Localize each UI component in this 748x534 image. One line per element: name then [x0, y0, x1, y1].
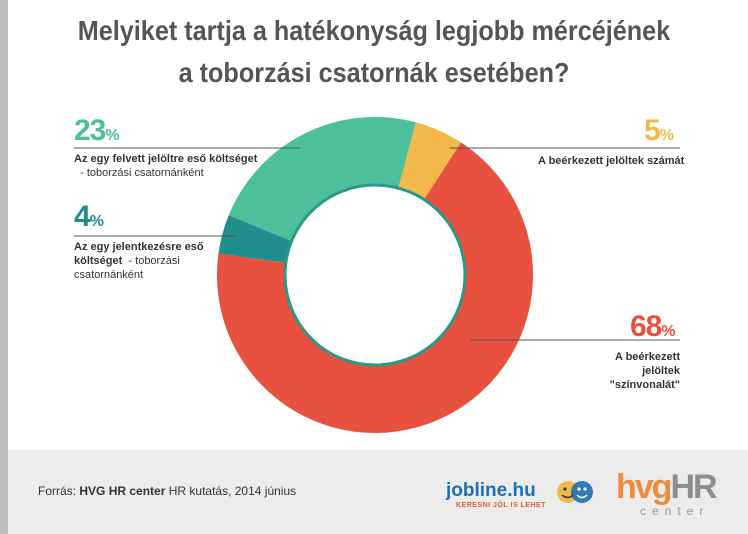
slice-4 — [218, 215, 292, 263]
pct-sign-4: % — [89, 213, 104, 230]
pct-value-68: 68 — [630, 310, 662, 343]
pct-value-4: 4 — [74, 200, 91, 233]
label-5-text: A beérkezett jelöltek számát — [538, 155, 685, 167]
left-edge-bar — [0, 0, 8, 534]
pct-sign-5: % — [659, 127, 674, 144]
label-4-rest: - toborzási csatornánként — [74, 255, 180, 281]
label-23-rest: - toborzási csatornánként — [80, 167, 204, 179]
label-23-bold: Az egy felvett jelöltre eső költséget — [74, 153, 258, 165]
source-rest: HR kutatás, 2014 június — [168, 484, 297, 498]
pct-value-23: 23 — [74, 114, 106, 147]
hvg-center-text: center — [640, 504, 710, 518]
pct-value-5: 5 — [644, 114, 661, 147]
hr-text: HR — [670, 468, 717, 506]
source-text: Forrás: HVG HR center HR kutatás, 2014 j… — [38, 484, 296, 498]
label-5: A beérkezett jelöltek számát — [538, 154, 684, 168]
source-prefix: Forrás: — [38, 484, 77, 498]
label-4-bold-2: költséget — [74, 255, 123, 267]
donut-hole — [283, 183, 467, 367]
slice-5 — [398, 122, 462, 200]
title-line-1: Melyiket tartja a hatékonyság legjobb mé… — [77, 15, 671, 46]
label-23: Az egy felvett jelöltre eső költséget - … — [74, 152, 257, 180]
jobline-logo: jobline.hu — [446, 480, 536, 501]
slice-23 — [228, 117, 416, 241]
label-68-line-1: A beérkezett jelöltek — [614, 351, 680, 377]
source-bold: HVG HR center — [79, 484, 166, 498]
label-68-line-2: "színvonalát" — [609, 379, 680, 391]
label-68: A beérkezett jelöltek "színvonalát" — [576, 350, 680, 392]
label-4-bold-1: Az egy jelentkezésre eső — [74, 241, 204, 253]
chart-title: Melyiket tartja a hatékonyság legjobb mé… — [46, 10, 701, 94]
smiley-logo-icon — [557, 481, 593, 503]
jobline-tagline: KERESNI JÓL IS LEHET — [456, 502, 546, 509]
label-4: Az egy jelentkezésre eső költséget - tob… — [74, 240, 204, 282]
hvg-text: hvg — [616, 468, 672, 506]
pct-label-4: 4% — [74, 200, 104, 234]
pct-label-68: 68% — [630, 310, 676, 344]
pct-label-23: 23% — [74, 114, 120, 148]
slice-68 — [217, 142, 533, 433]
footer: Forrás: HVG HR center HR kutatás, 2014 j… — [8, 450, 748, 534]
pct-sign-23: % — [105, 127, 119, 144]
pct-label-5: 5% — [644, 114, 674, 148]
title-line-2: a toborzási csatornák esetében? — [178, 57, 570, 88]
pct-sign-68: % — [661, 323, 675, 340]
hvg-hr-logo: hvgHR — [616, 468, 718, 507]
